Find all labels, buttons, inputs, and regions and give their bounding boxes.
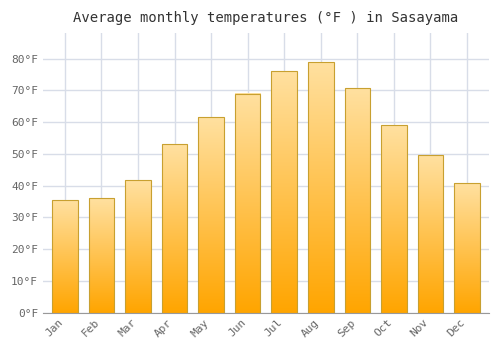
Bar <box>235 93 260 313</box>
Bar <box>308 62 334 313</box>
Bar <box>381 125 406 313</box>
Bar <box>344 88 370 313</box>
Bar <box>52 200 78 313</box>
Bar <box>454 183 480 313</box>
Bar <box>125 180 151 313</box>
Bar <box>272 71 297 313</box>
Bar <box>162 144 188 313</box>
Bar <box>418 155 443 313</box>
Title: Average monthly temperatures (°F ) in Sasayama: Average monthly temperatures (°F ) in Sa… <box>74 11 458 25</box>
Bar <box>88 198 114 313</box>
Bar <box>198 117 224 313</box>
